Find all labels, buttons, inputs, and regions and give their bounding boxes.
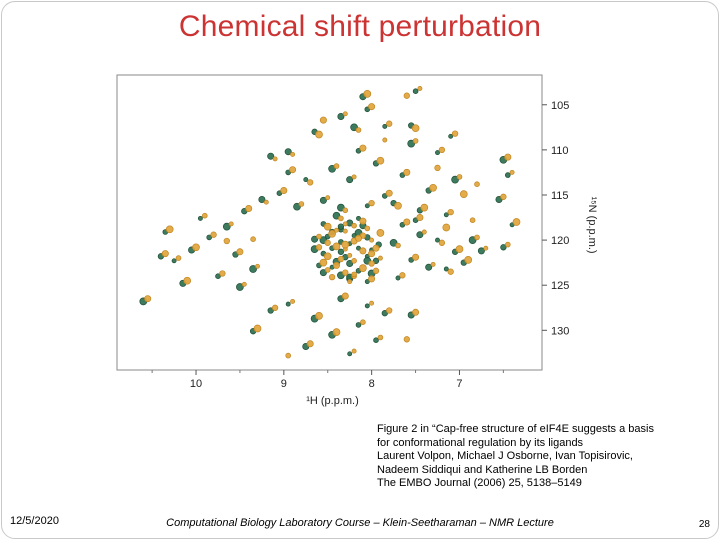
- page-number: 28: [698, 519, 710, 530]
- figure-caption-line: for conformational regulation by its lig…: [377, 436, 584, 449]
- svg-text:9: 9: [281, 378, 287, 390]
- svg-text:115: 115: [551, 190, 569, 202]
- figure-caption-line: The EMBO Journal (2006) 25, 5138–5149: [377, 477, 582, 489]
- y-axis: 105 110 115 120 125 130 ¹⁵N (p.p.m.): [542, 100, 598, 337]
- svg-text:10: 10: [190, 378, 202, 390]
- slide-footer: Computational Biology Laboratory Course …: [166, 517, 554, 529]
- svg-text:8: 8: [369, 378, 375, 390]
- x-axis: 10 9 8 7 ¹H (p.p.m.): [151, 370, 504, 407]
- svg-text:120: 120: [551, 235, 569, 247]
- svg-text:7: 7: [456, 378, 462, 390]
- green-peaks: [139, 88, 515, 357]
- figure-caption-line: Laurent Volpon, Michael J Osborne, Ivan …: [377, 450, 633, 462]
- figure-caption-line: Nadeem Siddiqui and Katherine LB Borden: [377, 463, 588, 476]
- svg-text:125: 125: [551, 280, 569, 292]
- slide-date: 12/5/2020: [10, 515, 59, 527]
- slide-title: Chemical shift perturbation: [178, 10, 542, 43]
- x-axis-label: ¹H (p.p.m.): [306, 395, 359, 407]
- figure-caption-line: Figure 2 in “Cap-free structure of eIF4E…: [377, 423, 654, 435]
- svg-text:105: 105: [551, 100, 569, 112]
- figure-caption: Figure 2 in “Cap-free structure of eIF4E…: [377, 423, 687, 491]
- figure-area: 10 9 8 7 ¹H (p.p.m.) 105 110 115 120 125 130 ¹⁵N (p…: [102, 60, 612, 412]
- plot-border: [116, 74, 543, 371]
- nmr-spectrum-chart: 10 9 8 7 ¹H (p.p.m.) 105 110 115 120 125 130 ¹⁵N (p…: [116, 74, 598, 407]
- svg-text:110: 110: [551, 145, 569, 157]
- orange-peaks: [144, 86, 521, 359]
- y-axis-label: ¹⁵N (p.p.m.): [586, 196, 598, 253]
- svg-text:130: 130: [551, 325, 569, 337]
